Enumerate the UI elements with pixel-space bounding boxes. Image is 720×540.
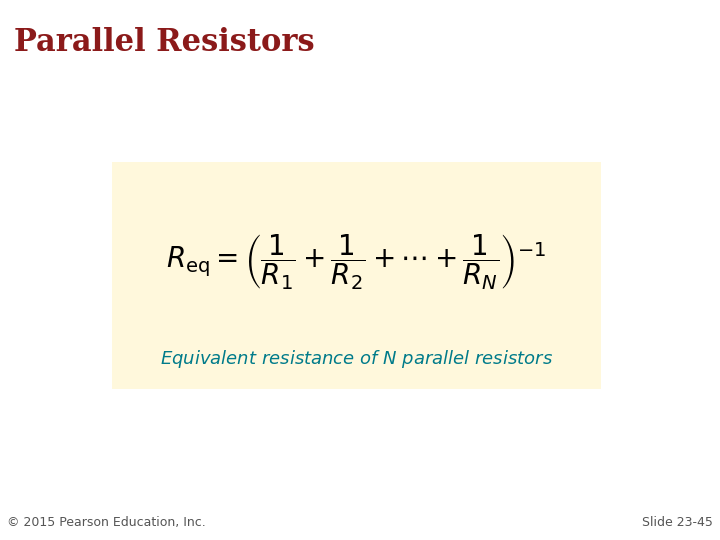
Text: $R_{\rm eq} = \left(\dfrac{1}{R_1} + \dfrac{1}{R_2} + \cdots + \dfrac{1}{R_N}\ri: $R_{\rm eq} = \left(\dfrac{1}{R_1} + \df…	[166, 232, 546, 292]
Text: Parallel Resistors: Parallel Resistors	[14, 27, 315, 58]
Text: © 2015 Pearson Education, Inc.: © 2015 Pearson Education, Inc.	[7, 516, 206, 529]
FancyBboxPatch shape	[112, 162, 601, 389]
Text: Slide 23-45: Slide 23-45	[642, 516, 713, 529]
Text: Equivalent resistance of $N$ parallel resistors: Equivalent resistance of $N$ parallel re…	[160, 348, 553, 370]
